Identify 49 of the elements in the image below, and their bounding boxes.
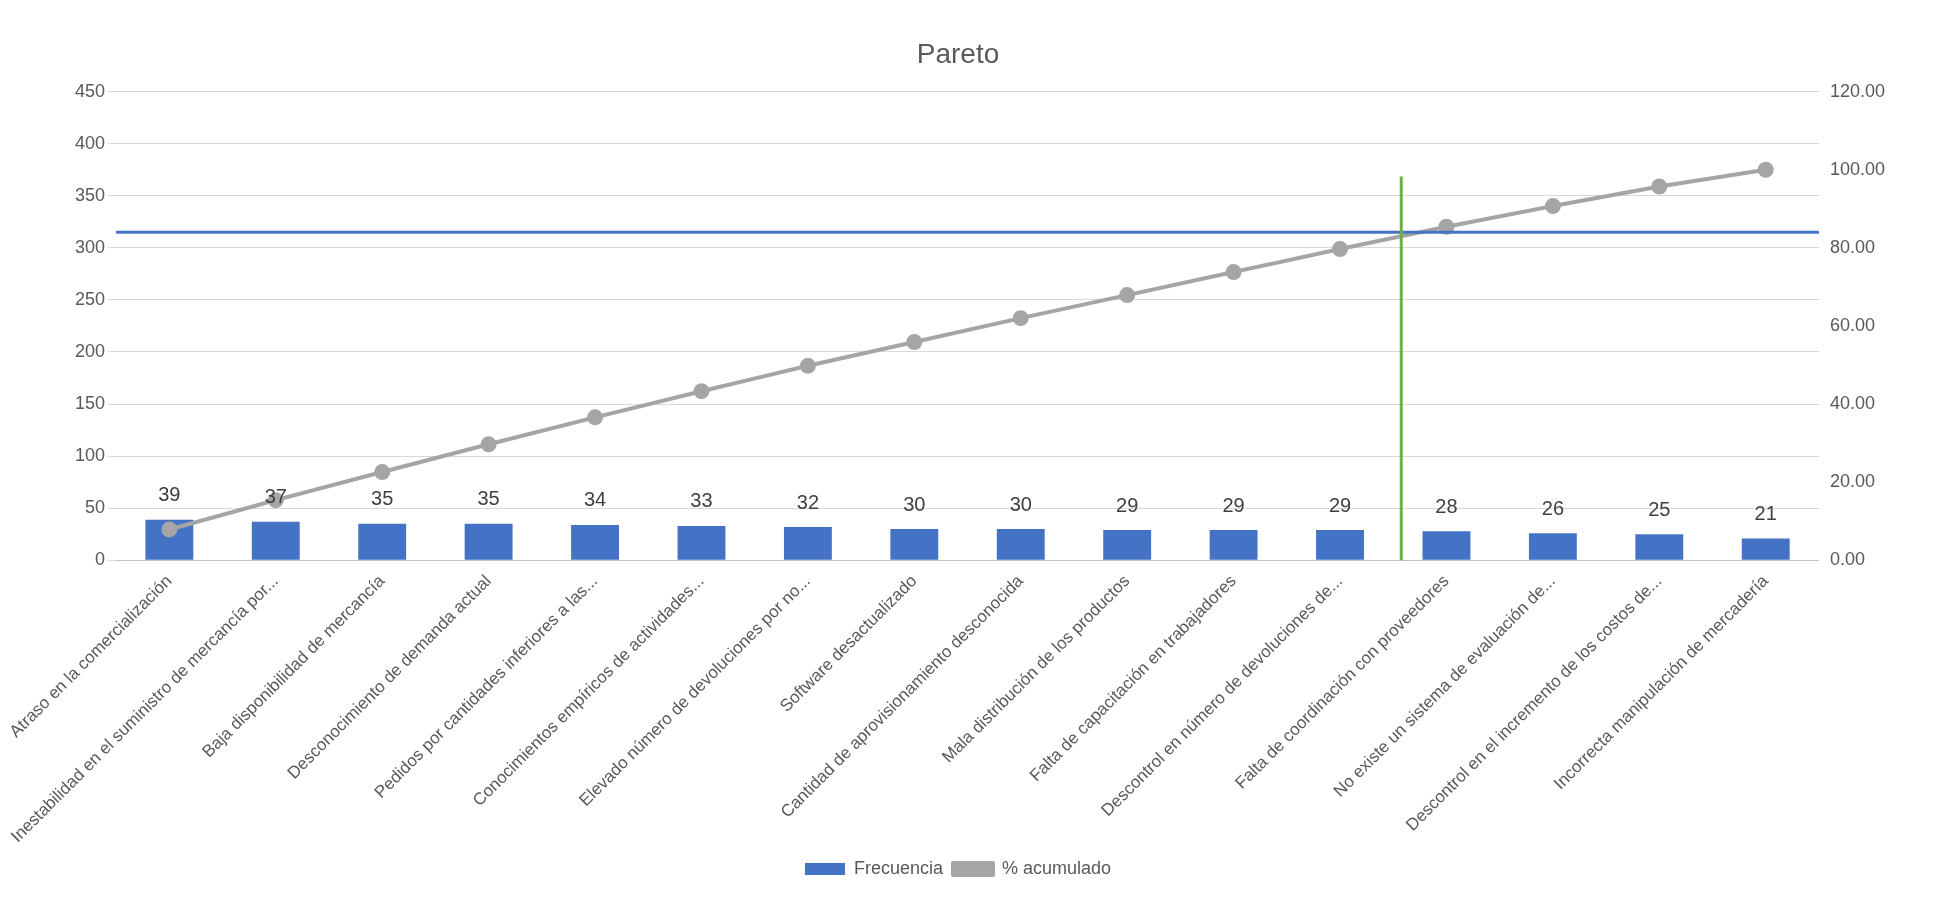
text: 34: [583, 488, 607, 511]
point: [1119, 287, 1136, 304]
text: 28: [1435, 494, 1458, 517]
legend-label: Frecuencia: [853, 857, 944, 878]
y-tick-label: 450: [75, 80, 106, 101]
text: 32: [796, 490, 820, 513]
text: 33: [690, 489, 713, 512]
y-tick-label: 250: [75, 288, 106, 309]
point: [1225, 264, 1242, 281]
text: 30: [903, 492, 926, 515]
text: 30: [1009, 492, 1032, 515]
y-tick-label: 350: [75, 184, 106, 205]
text: 29: [1116, 493, 1139, 516]
y-tick-label: 150: [75, 393, 106, 414]
point: [1651, 178, 1668, 195]
point: [1544, 198, 1561, 215]
y-tick-label: 100: [75, 445, 106, 466]
text: 35: [477, 487, 500, 510]
point: [1012, 310, 1029, 327]
y-tick-label: 0: [95, 549, 106, 570]
y2-tick-label: 40.00: [1829, 393, 1875, 414]
point: [693, 383, 710, 400]
text: 26: [1541, 496, 1565, 519]
text: 39: [158, 483, 181, 506]
y2-tick-label: 120.00: [1829, 80, 1886, 101]
chart-title: Pareto: [916, 37, 1000, 69]
y-tick-label: 50: [85, 497, 106, 518]
text: 21: [1754, 501, 1777, 524]
text: 29: [1222, 493, 1245, 516]
point: [374, 464, 391, 481]
point: [161, 521, 178, 538]
legend-label: % acumulado: [1001, 857, 1112, 878]
text: 25: [1648, 497, 1671, 520]
point: [906, 333, 923, 350]
y-tick-label: 300: [75, 236, 106, 257]
y2-tick-label: 20.00: [1829, 471, 1875, 492]
point: [480, 436, 497, 453]
y2-tick-label: 0.00: [1829, 549, 1865, 570]
text: 35: [371, 487, 394, 510]
y2-tick-label: 100.00: [1829, 158, 1886, 179]
y2-tick-label: 80.00: [1829, 236, 1875, 257]
point: [1332, 241, 1349, 258]
point: [587, 409, 604, 426]
point: [1757, 161, 1774, 178]
y-tick-label: 400: [75, 132, 106, 153]
y-tick-label: 200: [75, 340, 106, 361]
y2-tick-label: 60.00: [1829, 314, 1875, 335]
point: [799, 357, 816, 374]
text: 29: [1328, 493, 1352, 516]
